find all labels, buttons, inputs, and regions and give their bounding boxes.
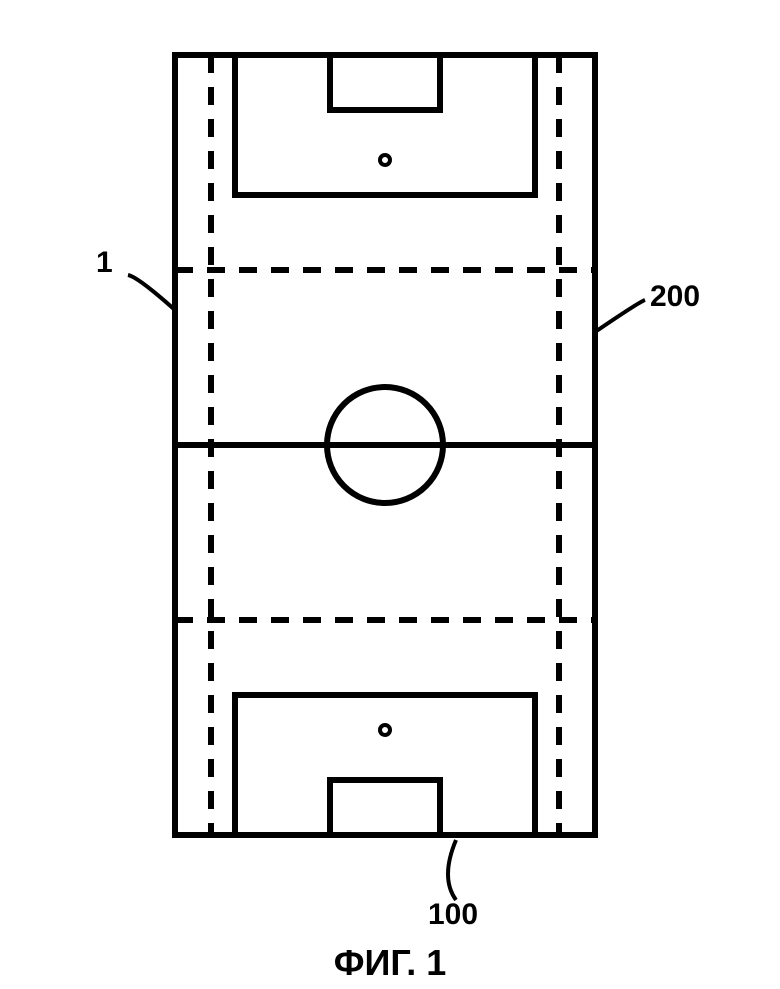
label-100-bottom: 100 [428,898,478,932]
figure-caption: ФИГ. 1 [0,942,780,984]
figure-container: 1 200 100 ФИГ. 1 [0,0,780,989]
leader-line-100 [448,840,456,900]
label-1-left: 1 [96,246,113,280]
goal-box-top [330,55,440,110]
leader-line-200 [595,300,645,332]
field-diagram [0,0,780,989]
goal-arc-top [295,0,475,55]
goal-box-bottom [330,780,440,835]
penalty-spot-bottom [380,725,390,735]
penalty-box-bottom [235,695,535,835]
penalty-spot-top [380,155,390,165]
label-200-right: 200 [650,280,700,314]
penalty-box-top [235,55,535,195]
penalty-arc-top [225,0,545,55]
leader-line-1 [128,275,175,310]
